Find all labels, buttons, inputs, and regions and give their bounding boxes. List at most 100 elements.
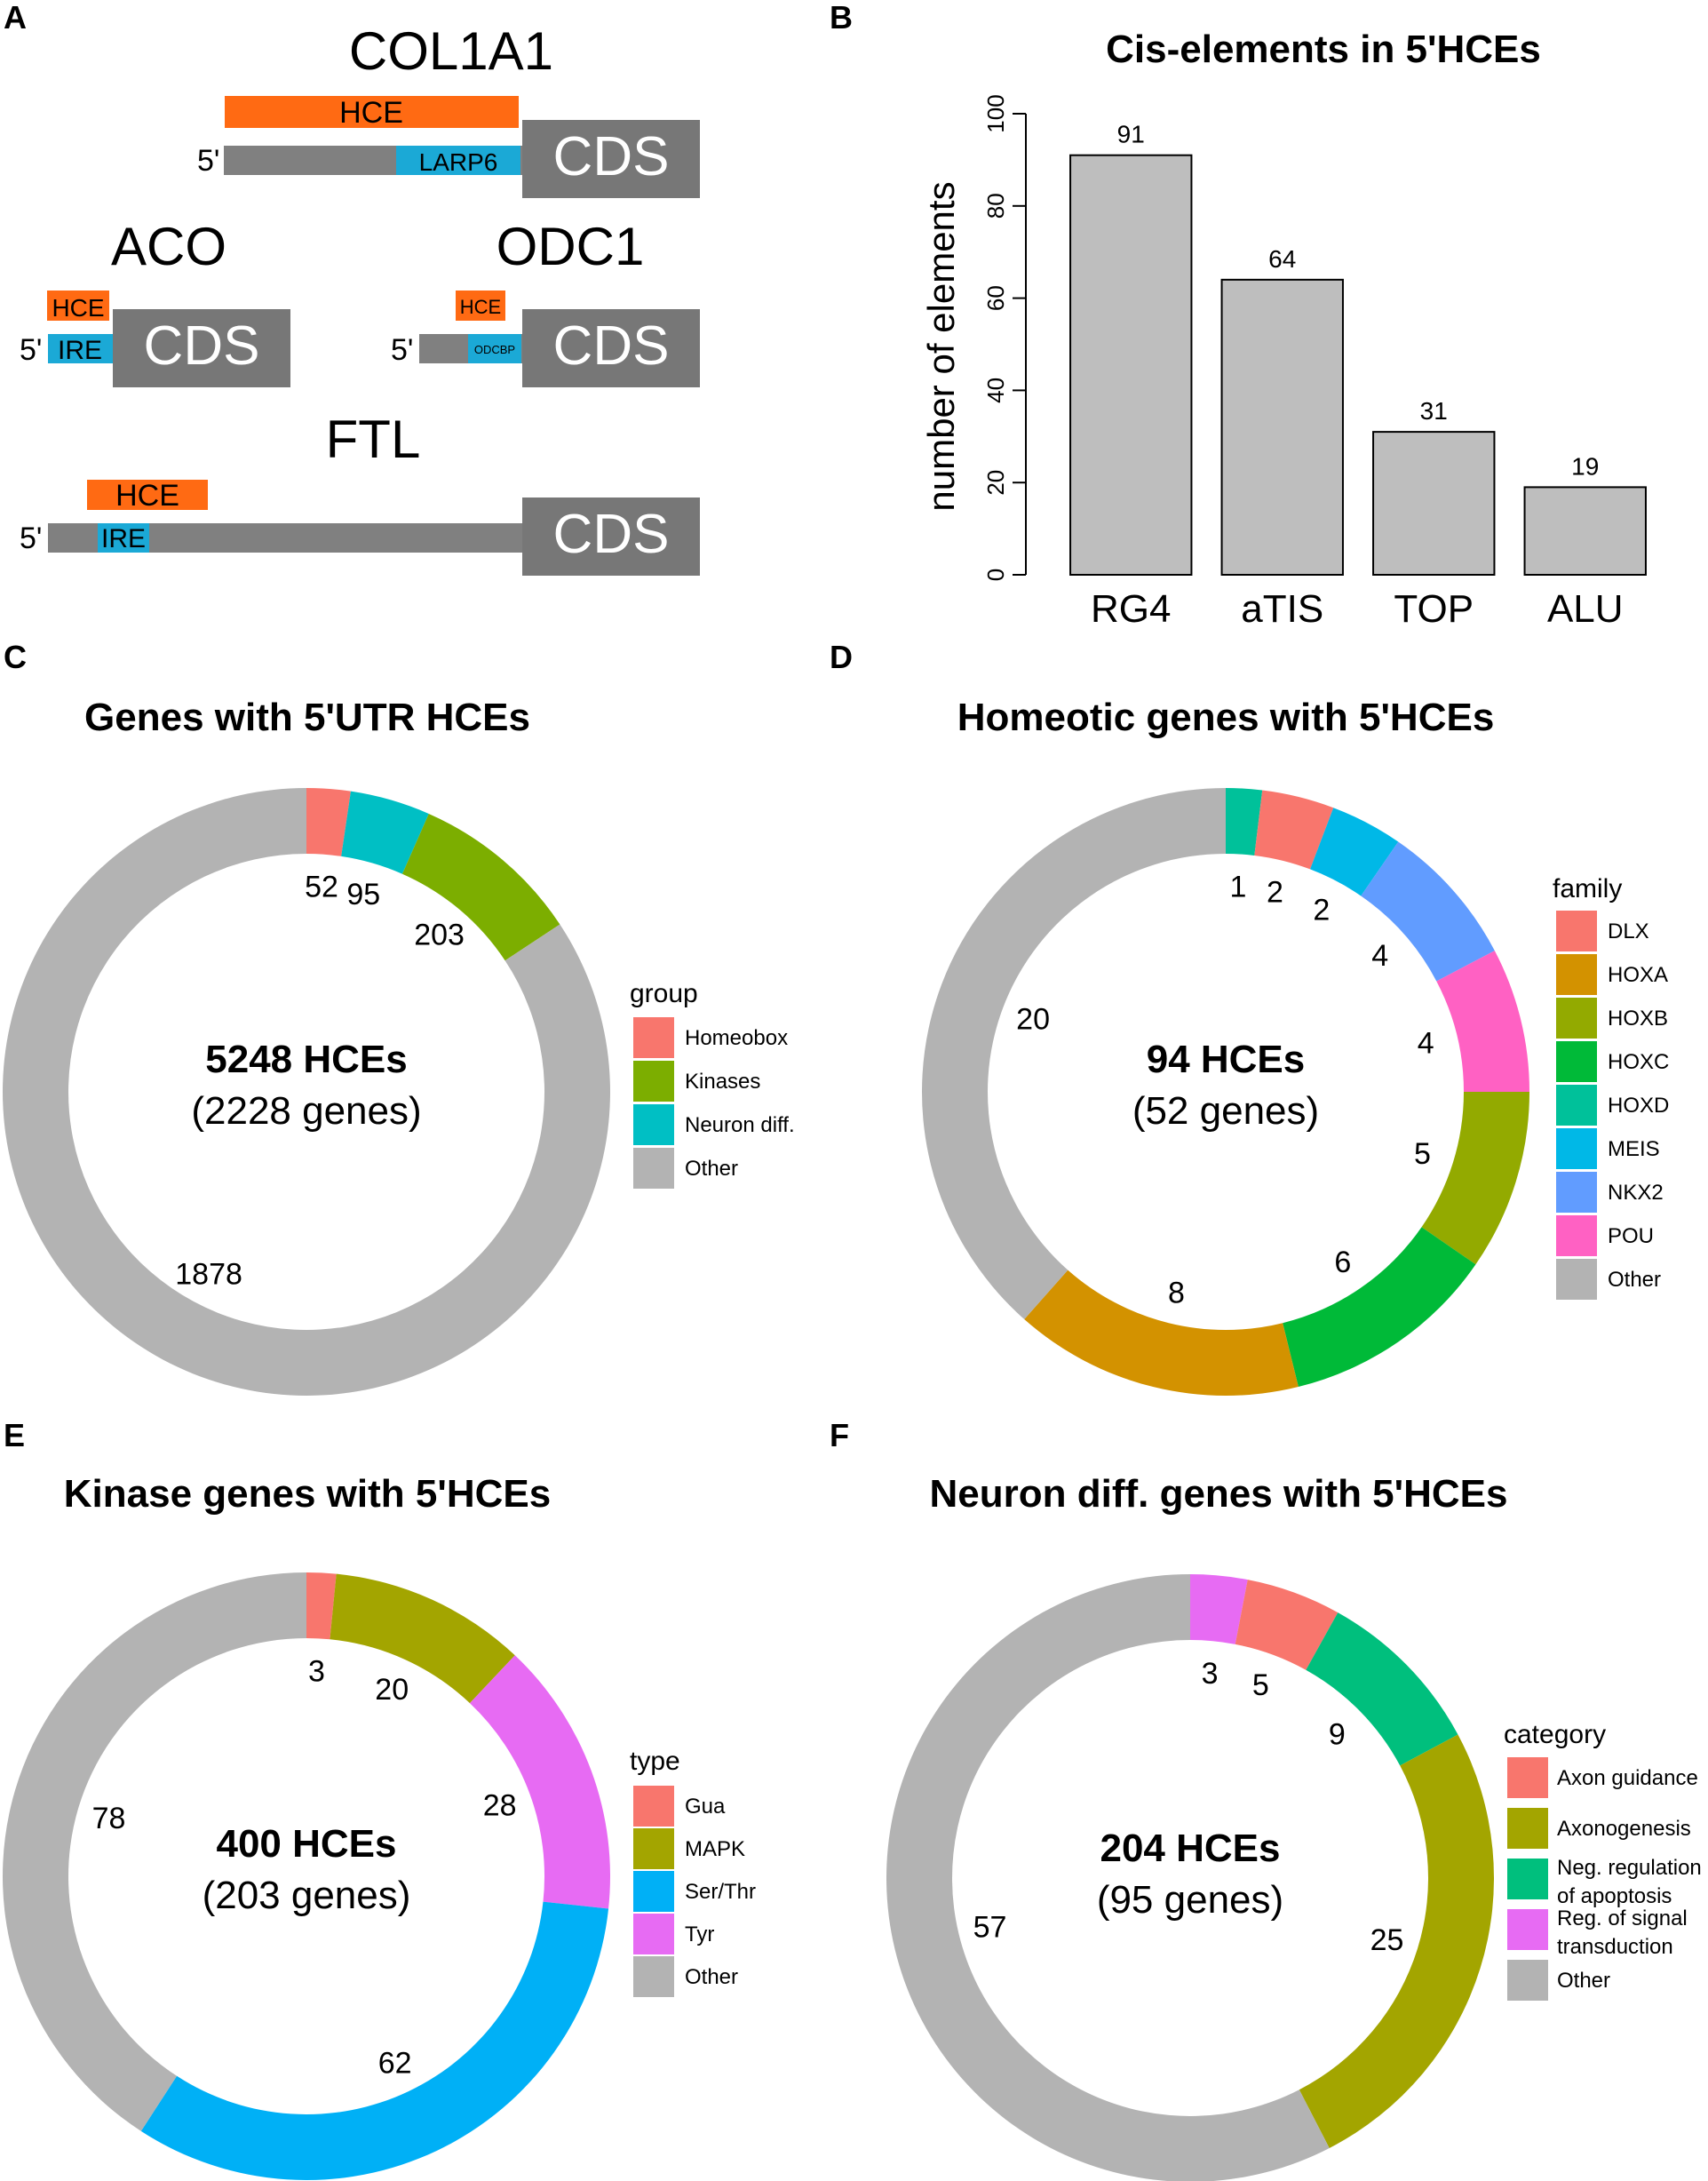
legend-swatch-f-reg-of-signal-transduction [1507,1909,1548,1950]
center-total-f: 204 HCEs [1100,1827,1280,1870]
legend-label-d-other: Other [1608,1268,1661,1292]
slice-d-hoxd [1226,788,1263,856]
bar-value-label-atis: 64 [1268,245,1296,273]
legend-label-e-other: Other [685,1965,738,1989]
chart-title-e: Kinase genes with 5'HCEs [64,1472,551,1516]
cds-label-col1a1: CDS [553,126,670,187]
legend-swatch-d-hoxb [1556,998,1597,1039]
center-total-c: 5248 HCEs [205,1038,407,1081]
slice-d-hoxa [1024,1270,1299,1397]
legend-title-c: group [630,979,698,1008]
bar-value-label-top: 31 [1420,397,1448,425]
legend-swatch-d-hoxa [1556,954,1597,995]
element-box-odc1 [468,334,521,363]
gene-diagram-odc1: ODC1 HCE 5' ODCBP CDS [391,217,700,387]
gene-name-ftl: FTL [326,410,421,469]
slice-value-label-c-neuron-diff: 95 [346,878,380,911]
legend-swatch-c-homeobox [633,1017,674,1058]
chart-title-b: Cis-elements in 5'HCEs [1106,28,1541,71]
bar-alu [1523,486,1647,577]
legend-label-f-reg-of-signal-transduction: transduction [1557,1935,1673,1959]
cds-label-ftl: CDS [553,504,670,565]
slice-value-label-f-axon-guidance: 5 [1252,1668,1269,1702]
legend-f: category Axon guidance Axonogenesis Neg. re… [1504,1720,1702,2001]
panel-c: C Genes with 5'UTR HCEs 52 95 203 1878 5248… [3,639,795,1396]
hce-bar-col1a1 [225,96,519,128]
bar-value-label-rg4: 91 [1117,121,1145,148]
legend-label-c-neuron-diff: Neuron diff. [685,1113,795,1137]
legend-label-d-hoxa: HOXA [1608,963,1668,987]
gene-diagram-aco: ACO HCE 5' IRE CDS [20,217,290,387]
legend-swatch-d-nkx2 [1556,1172,1597,1213]
legend-label-f-other: Other [1557,1969,1610,1993]
legend-swatch-c-kinases [633,1061,674,1102]
x-tick-label-rg4: RG4 [1091,587,1171,631]
legend-label-d-pou: POU [1608,1224,1654,1248]
slice-value-label-c-homeobox: 52 [305,871,338,904]
slice-value-label-d-other: 20 [1016,1003,1050,1037]
legend-label-d-meis: MEIS [1608,1137,1660,1161]
slice-e-other [2,1572,306,2131]
slice-d-nkx2 [1361,841,1495,982]
five-prime-label-aco: 5' [20,333,42,367]
center-genes-e: (203 genes) [203,1874,411,1917]
bar-rg4 [1069,154,1193,577]
legend-title-f: category [1504,1720,1606,1749]
legend-swatch-d-dlx [1556,911,1597,951]
y-tick-label-b: 0 [982,569,1009,581]
legend-c: group Homeobox Kinases Neuron diff. Other [630,979,795,1189]
element-box-col1a1 [396,146,520,175]
donut-chart-f: 3 5 9 25 57 [886,1574,1494,2181]
panel-letter-d: D [830,639,853,675]
chart-title-f: Neuron diff. genes with 5'HCEs [930,1472,1508,1516]
panel-a: A COL1A1 HCE 5' LARP6 CDS ACO HCE 5' IRE… [4,0,700,576]
slice-d-hoxc [1283,1227,1476,1388]
chart-title-c: Genes with 5'UTR HCEs [84,696,530,739]
gene-name-odc1: ODC1 [497,217,645,276]
hce-label-col1a1: HCE [339,96,403,130]
y-tick-label-b: 100 [982,94,1009,132]
cds-label-odc1: CDS [553,315,670,377]
slice-f-reg-of-signal-transduction [1190,1574,1248,1644]
slice-value-label-d-pou: 4 [1418,1026,1434,1060]
gene-diagram-col1a1: COL1A1 HCE 5' LARP6 CDS [197,21,700,198]
legend-d: family DLX HOXA HOXB HOXC HOXD MEIS NKX2 POU Othe… [1553,874,1669,1300]
legend-swatch-d-other [1556,1259,1597,1300]
legend-label-e-tyr: Tyr [685,1922,714,1946]
legend-label-e-mapk: MAPK [685,1837,745,1861]
cds-box-ftl [522,497,700,576]
element-box-ftl [98,523,149,553]
x-tick-label-alu: ALU [1547,587,1624,631]
slice-value-label-f-other: 57 [973,1911,1007,1945]
legend-label-e-ser-thr: Ser/Thr [685,1880,756,1904]
panel-b: B Cis-elements in 5'HCEs number of eleme… [830,0,1647,631]
legend-swatch-f-other [1507,1960,1548,2001]
slice-value-label-e-mapk: 20 [375,1673,409,1707]
slice-c-kinases [401,813,560,961]
legend-swatch-e-gua [633,1786,674,1827]
legend-label-e-gua: Gua [685,1795,726,1819]
legend-swatch-d-pou [1556,1215,1597,1256]
slice-d-other [922,788,1226,1319]
five-prime-label-ftl: 5' [20,521,42,555]
hce-bar-ftl [87,480,208,510]
cds-box-odc1 [522,309,700,387]
legend-label-f-neg-regulation-of-apoptosis: of apoptosis [1557,1884,1672,1908]
slice-value-label-e-gua: 3 [308,1654,325,1688]
y-tick-label-b: 60 [982,285,1009,311]
center-genes-c: (2228 genes) [191,1089,421,1133]
five-prime-label-odc1: 5' [391,333,413,367]
legend-title-e: type [630,1747,680,1776]
slice-value-label-e-other: 78 [92,1802,126,1835]
legend-swatch-f-neg-regulation-of-apoptosis [1507,1859,1548,1899]
slice-value-label-d-nkx2: 4 [1371,939,1388,973]
y-tick-label-b: 20 [982,470,1009,496]
legend-swatch-e-mapk [633,1828,674,1869]
legend-swatch-e-other [633,1956,674,1997]
panel-d: D Homeotic genes with 5'HCEs 1 224456820 … [830,639,1669,1397]
hce-bar-odc1 [456,291,505,321]
slice-value-label-d-dlx: 2 [1267,876,1283,910]
element-label-aco: IRE [58,336,102,365]
